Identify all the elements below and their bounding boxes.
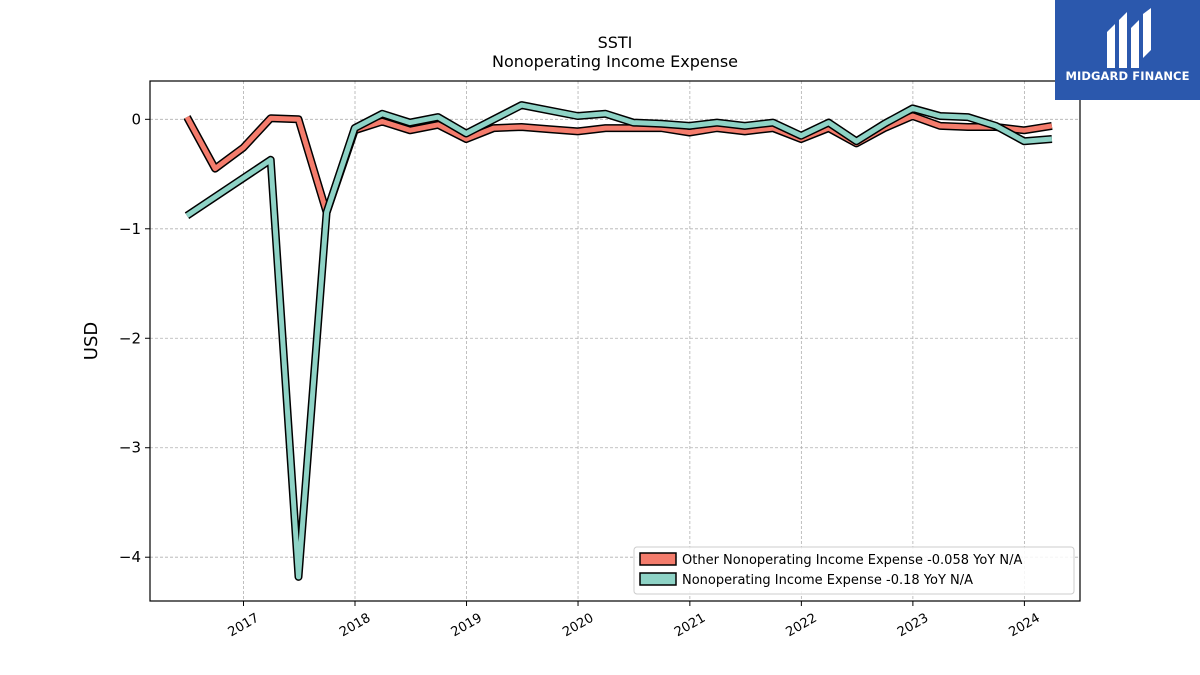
legend-label: Other Nonoperating Income Expense -0.058… [682, 553, 1022, 568]
series-1-line [184, 113, 1053, 215]
x-tick-label: 2023 [895, 611, 931, 641]
y-tick-label: −2 [119, 329, 141, 347]
legend-label: Nonoperating Income Expense -0.18 YoY N/… [682, 573, 973, 588]
legend-swatch [639, 572, 677, 586]
legend-swatch [639, 552, 677, 566]
y-tick-label: −4 [119, 548, 141, 566]
x-tick-label: 2020 [560, 611, 596, 641]
legend-box [633, 546, 1075, 595]
y-tick-label: −1 [119, 220, 141, 238]
series-lines [183, 101, 1053, 581]
grid [150, 81, 1080, 601]
y-axis: 0 −1 −2 −3 −4 [119, 110, 150, 566]
logo-text: MIDGARD FINANCE [1065, 69, 1190, 83]
plot-frame [149, 80, 1081, 602]
series-2-line [185, 102, 1053, 580]
legend: Other Nonoperating Income Expense -0.058… [633, 546, 1075, 595]
midgard-logo-icon [1107, 8, 1151, 68]
y-axis-label: USD [81, 322, 102, 360]
chart-title: SSTI [598, 33, 633, 52]
brand-logo: MIDGARD FINANCE [1055, 0, 1200, 100]
x-tick-label: 2018 [337, 611, 373, 641]
y-tick-label: 0 [131, 110, 141, 128]
x-tick-label: 2021 [672, 611, 708, 641]
chart-subtitle: Nonoperating Income Expense [492, 52, 738, 71]
x-tick-label: 2017 [226, 611, 262, 641]
x-tick-label: 2024 [1007, 611, 1043, 641]
y-tick-label: −3 [119, 439, 141, 457]
x-tick-label: 2019 [449, 611, 485, 641]
x-tick-label: 2022 [784, 611, 820, 641]
x-axis: 2017 2018 2019 2020 2021 2022 2023 2024 [226, 601, 1043, 640]
